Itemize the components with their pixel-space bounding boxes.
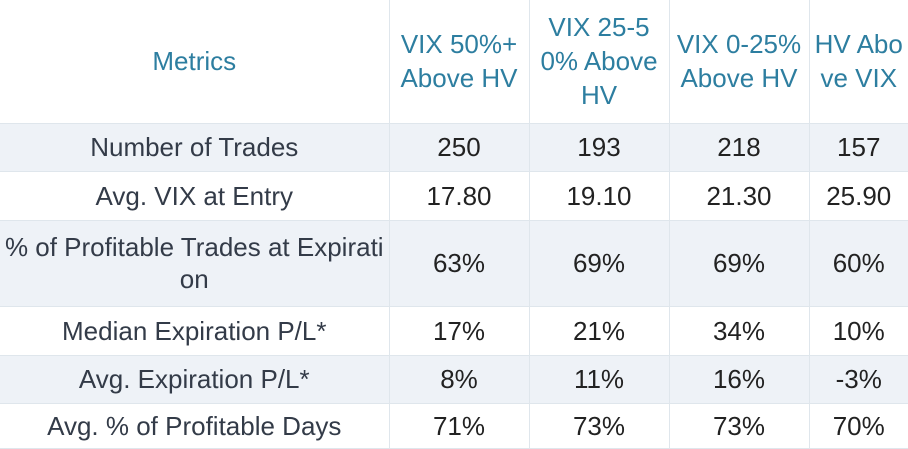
header-row: Metrics VIX 50%+ Above HV VIX 25-50% Abo… [0, 0, 908, 124]
cell-value: -3% [809, 355, 908, 404]
cell-value: 63% [389, 220, 530, 307]
cell-value: 60% [809, 220, 908, 307]
header-vix-25-50: VIX 25-50% Above HV [529, 0, 670, 124]
table-row: Number of Trades 250 193 218 157 [0, 123, 908, 172]
table-row: Avg. VIX at Entry 17.80 19.10 21.30 25.9… [0, 171, 908, 221]
cell-value: 157 [809, 123, 908, 172]
header-metrics: Metrics [0, 0, 390, 124]
metric-label: Avg. Expiration P/L* [0, 355, 390, 404]
cell-value: 8% [389, 355, 530, 404]
cell-value: 69% [669, 220, 810, 307]
cell-value: 19.10 [529, 171, 670, 221]
cell-value: 69% [529, 220, 670, 307]
cell-value: 10% [809, 306, 908, 356]
metric-label: Avg. % of Profitable Days [0, 403, 390, 449]
metric-label: Avg. VIX at Entry [0, 171, 390, 221]
cell-value: 17.80 [389, 171, 530, 221]
cell-value: 21% [529, 306, 670, 356]
cell-value: 34% [669, 306, 810, 356]
header-hv-above-vix: HV Above VIX [809, 0, 908, 124]
cell-value: 70% [809, 403, 908, 449]
cell-value: 16% [669, 355, 810, 404]
cell-value: 193 [529, 123, 670, 172]
metric-label: Number of Trades [0, 123, 390, 172]
cell-value: 71% [389, 403, 530, 449]
cell-value: 21.30 [669, 171, 810, 221]
metric-label: Median Expiration P/L* [0, 306, 390, 356]
table-row: Avg. Expiration P/L* 8% 11% 16% -3% [0, 355, 908, 404]
header-vix-0-25: VIX 0-25% Above HV [669, 0, 810, 124]
cell-value: 218 [669, 123, 810, 172]
metric-label: % of Profitable Trades at Expiration [0, 220, 390, 307]
header-vix-50-plus: VIX 50%+ Above HV [389, 0, 530, 124]
table-row: Avg. % of Profitable Days 71% 73% 73% 70… [0, 403, 908, 449]
cell-value: 25.90 [809, 171, 908, 221]
table-row: % of Profitable Trades at Expiration 63%… [0, 220, 908, 307]
cell-value: 73% [529, 403, 670, 449]
cell-value: 250 [389, 123, 530, 172]
table-row: Median Expiration P/L* 17% 21% 34% 10% [0, 306, 908, 356]
cell-value: 11% [529, 355, 670, 404]
cell-value: 73% [669, 403, 810, 449]
cell-value: 17% [389, 306, 530, 356]
